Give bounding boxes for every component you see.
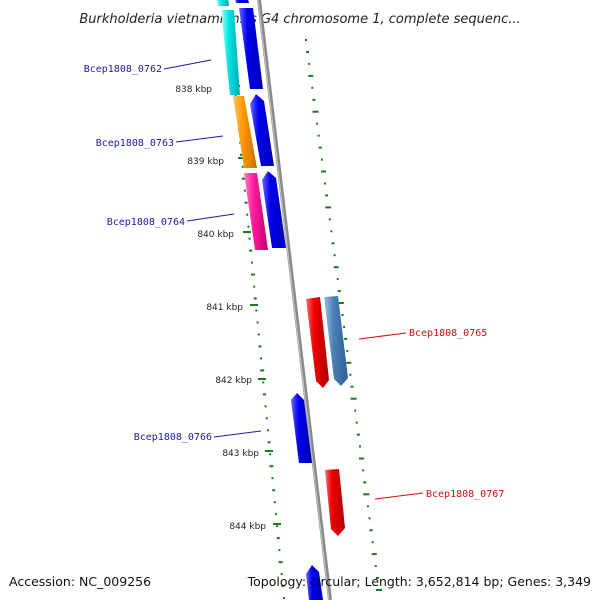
- tick-label: 840 kbp: [197, 230, 234, 240]
- gene-label-bcep1808-0765[interactable]: Bcep1808_0765: [409, 328, 487, 339]
- gene-forward-cds: [306, 297, 329, 388]
- cds-arrow: [262, 171, 286, 248]
- tick-label: 843 kbp: [222, 449, 259, 459]
- tick-label: 844 kbp: [229, 522, 266, 532]
- cds-arrow: [239, 8, 263, 89]
- map-title: Burkholderia vietnamiensis G4 chromosome…: [79, 12, 520, 27]
- chromosome-backbone: [257, 0, 332, 600]
- gene-labels: Bcep1808_0762 Bcep1808_0763 Bcep1808_076…: [84, 64, 505, 500]
- cds-arrow: [235, 0, 249, 3]
- gene-bcep1808-0763: [233, 96, 257, 168]
- chromosome-backbone-highlight: [257, 0, 330, 600]
- gene-bcep1808-0762: [221, 10, 240, 95]
- tick-label: 839 kbp: [187, 157, 224, 167]
- leader-line: [186, 213, 235, 222]
- leader-line: [374, 492, 424, 500]
- reverse-strand-cds: [235, 0, 323, 600]
- gene-label-bcep1808-0766[interactable]: Bcep1808_0766: [134, 432, 212, 443]
- forward-strand-genes: [306, 296, 348, 536]
- topology-text: Topology: circular; Length: 3,652,814 bp…: [247, 574, 591, 589]
- leader-line: [163, 59, 212, 70]
- gene-label-bcep1808-0763[interactable]: Bcep1808_0763: [96, 138, 174, 149]
- cds-arrow: [291, 393, 312, 463]
- gene-bcep1808-0767: [325, 469, 345, 536]
- gene-label-leaders: [163, 59, 424, 500]
- tick-label: 841 kbp: [206, 303, 243, 313]
- gene-label-bcep1808-0762[interactable]: Bcep1808_0762: [84, 64, 162, 75]
- accession-text: Accession: NC_009256: [9, 574, 151, 589]
- leader-line: [175, 135, 224, 143]
- gene-label-bcep1808-0764[interactable]: Bcep1808_0764: [107, 217, 185, 228]
- leader-line: [213, 430, 262, 438]
- gene-label-bcep1808-0767[interactable]: Bcep1808_0767: [426, 489, 504, 500]
- cds-arrow: [250, 94, 274, 166]
- gc-content-outer-track: [305, 39, 382, 591]
- tick-label: 838 kbp: [175, 85, 212, 95]
- scale-ticks: 838 kbp 839 kbp 840 kbp 841 kbp 842 kbp …: [175, 85, 281, 532]
- gene-bcep1808-0762-part: [216, 0, 229, 6]
- gene-bcep1808-0765: [324, 296, 348, 386]
- tick-label: 842 kbp: [215, 376, 252, 386]
- leader-line: [358, 332, 407, 340]
- reverse-strand-genes: [216, 0, 268, 250]
- cds-arrow: [306, 565, 323, 600]
- gene-bcep1808-0764: [244, 173, 268, 250]
